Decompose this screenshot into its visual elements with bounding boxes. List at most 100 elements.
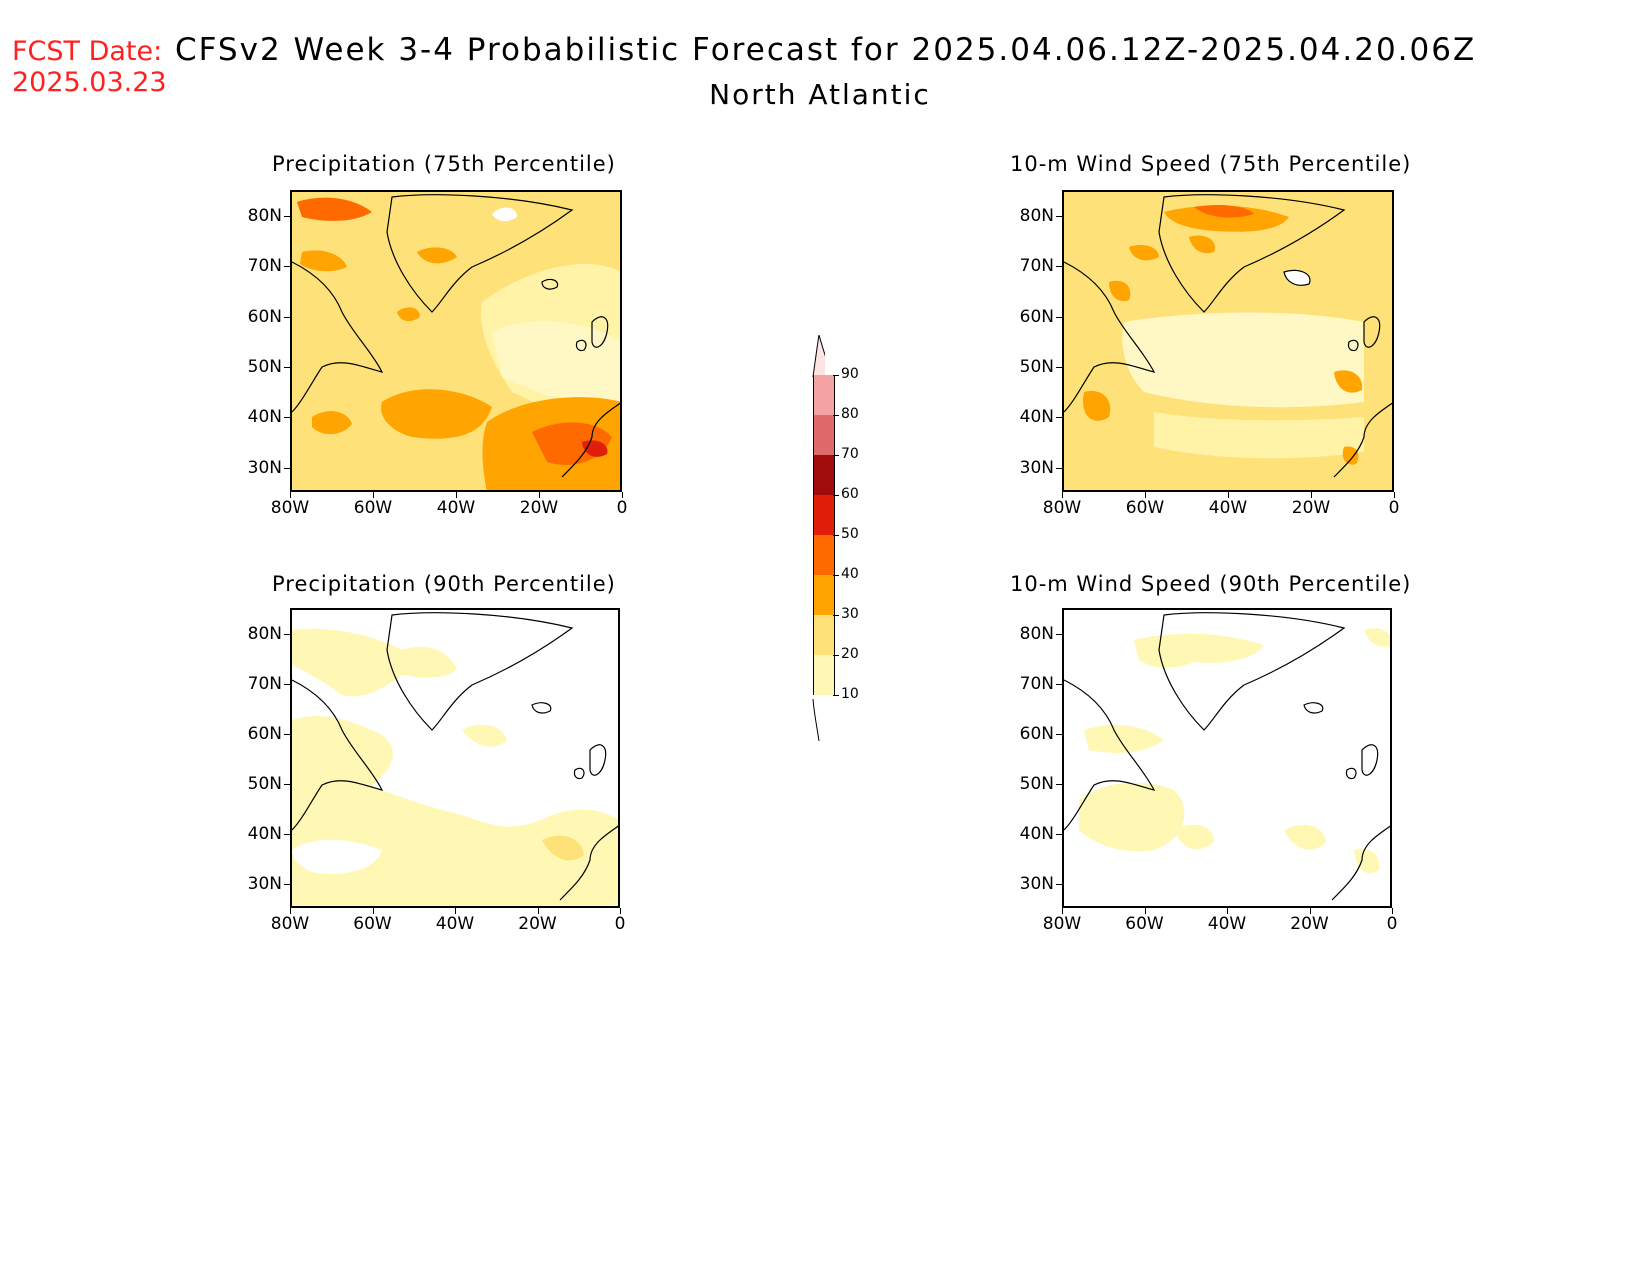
lat-tick-mark [1056,366,1062,368]
lat-tick-mark [284,316,290,318]
lon-tick-mark [1394,492,1395,498]
lon-tick-mark [456,492,457,498]
lat-tick-label: 70N [247,673,282,694]
lat-tick-mark [284,633,290,635]
lon-tick-label: 0 [1386,914,1398,934]
panel-title-precip-90: Precipitation (90th Percentile) [272,572,616,596]
lat-tick-label: 40N [1019,823,1054,844]
lon-tick-label: 60W [353,914,392,934]
map-wind-90 [1062,608,1392,908]
lat-tick-mark [1056,417,1062,419]
colorbar-bottom-arrow [812,699,820,741]
colorbar-label: 20 [841,646,859,662]
lon-tick-label: 80W [270,498,310,518]
lat-tick-mark [1056,683,1062,685]
forecast-date-label: FCST Date: [12,36,163,67]
lon-tick-mark [290,492,291,498]
colorbar-segment [813,655,835,695]
lat-tick-label: 80N [1019,623,1054,644]
lon-tick-label: 40W [1208,498,1248,518]
colorbar-segment [813,615,835,655]
colorbar-top-arrow [812,335,825,377]
lon-tick-label: 0 [1388,498,1400,518]
colorbar-segment [813,455,835,495]
colorbar-tick [833,535,839,536]
lat-tick-label: 60N [1019,723,1054,744]
map-precip-75 [290,190,622,492]
lon-tick-mark [1062,908,1063,914]
lat-tick-label: 70N [1019,256,1054,277]
colorbar-label: 60 [841,486,859,502]
lat-tick-label: 30N [247,457,282,478]
colorbar-label: 10 [841,686,859,702]
lat-tick-label: 40N [247,407,282,428]
lon-tick-mark [1145,492,1146,498]
lon-tick-mark [1228,492,1229,498]
colorbar-tick [833,575,839,576]
lat-tick-label: 80N [247,205,282,226]
lat-tick-mark [284,733,290,735]
lat-tick-mark [284,783,290,785]
lon-tick-mark [1309,908,1311,914]
lon-tick-mark [620,908,621,914]
panel-title-precip-75: Precipitation (75th Percentile) [272,152,616,176]
lat-tick-label: 40N [1019,407,1054,428]
colorbar-tick [833,655,839,656]
lat-tick-mark [1056,884,1062,885]
lat-tick-mark [1056,316,1062,318]
colorbar-segment [813,375,835,415]
colorbar-segment [813,495,835,535]
lon-tick-mark [1227,908,1228,914]
lon-tick-label: 80W [1042,498,1082,518]
lat-tick-label: 50N [1019,356,1054,377]
colorbar-tick [833,495,839,496]
colorbar-tick [833,455,839,456]
lon-tick-label: 40W [435,914,475,934]
lat-tick-label: 60N [1019,306,1054,327]
lon-tick-label: 40W [436,498,476,518]
lon-tick-mark [455,908,456,914]
colorbar-label: 30 [841,606,859,622]
lat-tick-label: 50N [247,356,282,377]
lon-tick-label: 80W [1042,914,1082,934]
lon-tick-label: 60W [1125,914,1164,934]
region-subtitle: North Atlantic [709,78,931,111]
lat-tick-mark [284,833,290,835]
lon-tick-mark [1311,492,1312,498]
colorbar-label: 70 [841,446,859,462]
lat-tick-label: 80N [247,623,282,644]
lat-tick-mark [1056,633,1062,635]
colorbar-label: 40 [841,566,859,582]
lat-tick-label: 80N [1019,205,1054,226]
lat-tick-mark [284,467,290,469]
lon-tick-label: 0 [614,914,626,934]
lat-tick-mark [284,366,290,368]
colorbar-segment [813,535,835,575]
map-wind-75 [1062,190,1394,492]
colorbar-tick [833,695,839,696]
lat-tick-label: 50N [1019,773,1054,794]
forecast-date-block: FCST Date: 2025.03.23 [12,36,167,98]
lon-tick-label: 60W [353,498,393,518]
lat-tick-mark [1056,467,1062,469]
panel-title-wind-75: 10-m Wind Speed (75th Percentile) [1010,152,1412,176]
lat-tick-label: 70N [1019,673,1054,694]
lat-tick-label: 30N [247,874,282,894]
lat-tick-mark [284,266,290,268]
lat-tick-mark [1056,733,1062,735]
colorbar-tick [833,375,839,376]
lat-tick-mark [1056,266,1062,268]
colorbar-tick [833,415,839,416]
forecast-date-value: 2025.03.23 [12,67,167,98]
lat-tick-mark [1056,783,1062,785]
lon-tick-mark [290,908,291,914]
lat-tick-label: 40N [247,823,282,844]
lat-tick-mark [284,884,290,885]
figure-title: CFSv2 Week 3-4 Probabilistic Forecast fo… [175,32,1477,68]
lat-tick-label: 50N [247,773,282,794]
lon-tick-mark [1062,492,1063,498]
lon-tick-label: 20W [519,498,559,518]
colorbar-tick [833,615,839,616]
lat-tick-mark [284,417,290,419]
colorbar-segment [813,575,835,615]
